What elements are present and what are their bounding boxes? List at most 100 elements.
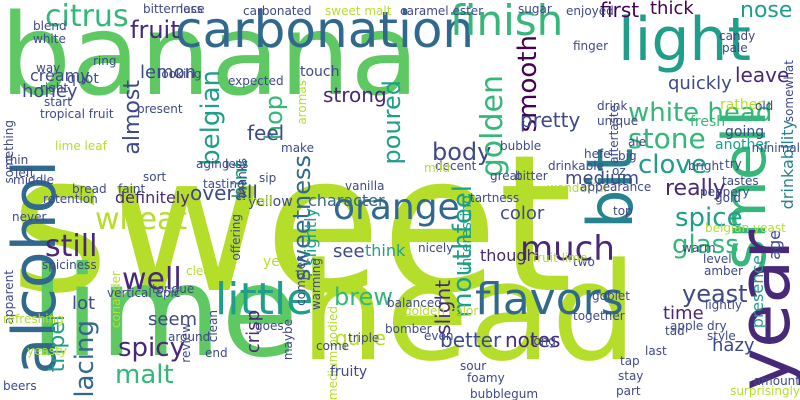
cloud-word: body [432,138,492,166]
cloud-word: bitter [515,169,548,183]
cloud-word: lightly [705,298,743,312]
cloud-word: tap [620,354,640,368]
cloud-word: appearance [580,180,652,194]
cloud-word: level [703,252,732,266]
cloud-word: minimal [751,141,800,155]
cloud-word: dry [707,319,727,333]
cloud-word: ale [628,135,647,149]
cloud-word: finish [450,0,564,45]
cloud-word: caramel ester [400,4,484,18]
cloud-word: belgian yeast [705,221,786,235]
cloud-word: carbonation [175,1,475,59]
cloud-word: oz [612,164,626,178]
cloud-word: yellow [248,194,293,210]
cloud-word: nose [740,0,793,23]
cloud-word: quot [67,71,99,87]
cloud-word: small [240,194,272,208]
cloud-word: sweet malt [325,4,392,18]
cloud-word: make [281,141,314,155]
cloud-word: really [665,176,726,201]
cloud-word: surprisingly [730,384,800,398]
cloud-word: hefe [584,147,611,161]
cloud-word: touch [300,64,340,80]
cloud-word: way [36,61,61,75]
cloud-word: offering [229,214,243,261]
cloud-word: around [168,330,211,344]
cloud-word: right [40,81,69,95]
cloud-word: mild [424,161,450,175]
cloud-word: goes [255,319,284,333]
cloud-word: almost [120,80,145,155]
cloud-word: lace [180,2,205,16]
cloud-word: last [645,344,667,358]
cloud-word: ring [93,54,117,68]
cloud-word: apple [670,319,704,333]
cloud-word: warm [682,241,716,255]
cloud-word: orange [333,187,460,228]
cloud-word: beers [3,379,37,393]
cloud-word: aromas [295,80,309,125]
cloud-word: light [618,5,751,75]
cloud-word: come [316,339,350,353]
cloud-word: citrus [45,0,129,34]
cloud-word: tropical fruit [40,107,114,121]
cloud-word: much [520,229,615,269]
cloud-word: clear [186,264,216,278]
cloud-word: together [573,309,625,323]
cloud-word: maybe [281,319,295,361]
cloud-word: goblet [592,289,630,303]
cloud-word: style [707,329,736,343]
cloud-word: honey [22,81,78,102]
cloud-word: tongue [152,282,195,296]
cloud-word: two [573,255,595,269]
cloud-word: sweet [10,114,573,335]
cloud-word: presence [748,255,767,329]
cloud-word: bread [72,182,107,196]
cloud-word: warming [309,258,323,311]
cloud-word: blend [33,19,67,33]
cloud-word: tad [665,324,685,338]
cloud-word: lot [72,293,96,314]
cloud-word: middle [13,173,54,187]
cloud-word: interesting [459,195,475,271]
cloud-word: expected [228,74,284,88]
cloud-word: better [440,328,502,352]
cloud-word: golden color [404,304,479,318]
cloud-word: long [530,334,556,348]
cloud-word: yeasty [27,344,67,358]
cloud-word: white head [628,98,773,128]
cloud-word: flavors [475,274,624,325]
cloud-word: fruit [130,16,180,44]
cloud-word: wonderful [547,181,607,195]
cloud-word: creamy [30,66,90,85]
cloud-word: belgian [196,70,226,166]
cloud-word: tasting [203,177,245,191]
cloud-word: sort [143,170,167,184]
cloud-word: notes [505,328,561,352]
cloud-word: banana [0,0,419,121]
cloud-word: fruit lime [533,251,588,265]
cloud-word: peppery [700,185,750,199]
cloud-word: glass [672,230,739,260]
cloud-word: present [137,102,183,116]
cloud-word: white [33,32,66,46]
cloud-word: hazy [712,335,755,356]
cloud-word: foamy [467,371,505,385]
cloud-word: retention [43,192,98,206]
cloud-word: somewhat [782,60,796,123]
cloud-word: enjoyed [566,4,614,18]
cloud-word: little [215,274,314,325]
cloud-word: lacing [70,320,100,398]
cloud-word: overall [190,181,258,205]
cloud-word: stone [628,122,706,155]
cloud-word: bomber [385,322,432,336]
cloud-word: triple [348,331,380,345]
cloud-word: nicely [418,241,454,255]
cloud-word: character [308,191,385,210]
cloud-word: quite [335,326,387,350]
cloud-word: amber [704,264,743,278]
cloud-word: medium [565,168,639,189]
cloud-word: seem [148,309,198,330]
cloud-word: spicy [118,333,185,363]
